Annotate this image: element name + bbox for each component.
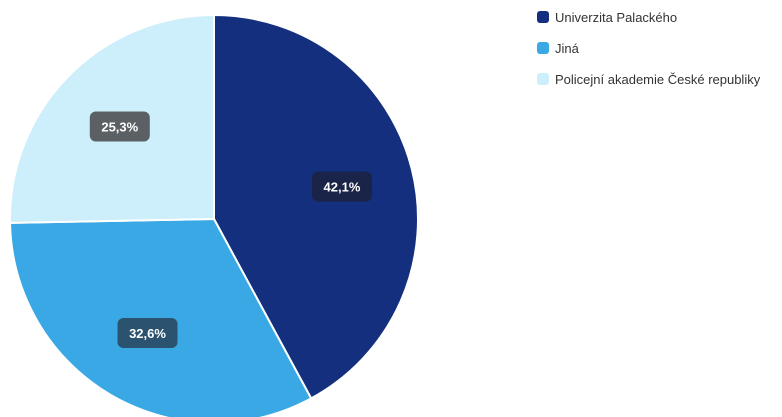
data-label-badge — [89, 111, 150, 142]
pie-slice[interactable] — [213, 14, 419, 400]
data-label-text: 25,3% — [101, 120, 138, 135]
pie-slice[interactable] — [9, 218, 313, 417]
legend-item-policejni-akademie[interactable]: Policejní akademie České republiky — [537, 70, 760, 88]
pie-chart: 42,1% 32,6% 25,3% — [9, 14, 419, 417]
legend-swatch — [537, 73, 549, 85]
legend-label: Univerzita Palackého — [555, 9, 678, 25]
legend: Univerzita Palackého Jiná Policejní akad… — [537, 8, 760, 101]
legend-label: Policejní akademie České republiky — [555, 71, 761, 87]
legend-item-jina[interactable]: Jiná — [537, 39, 760, 57]
legend-swatch — [537, 11, 549, 23]
slice-data-label: 25,3% — [89, 111, 150, 142]
data-label-badge — [311, 171, 372, 202]
data-label-text: 42,1% — [324, 180, 361, 195]
slice-data-label: 32,6% — [117, 318, 178, 349]
data-label-badge — [117, 318, 178, 349]
slice-data-label: 42,1% — [311, 171, 372, 202]
data-label-text: 32,6% — [129, 326, 166, 341]
legend-label: Jiná — [555, 40, 579, 56]
legend-item-univerzita-palackeho[interactable]: Univerzita Palackého — [537, 8, 760, 26]
legend-swatch — [537, 42, 549, 54]
